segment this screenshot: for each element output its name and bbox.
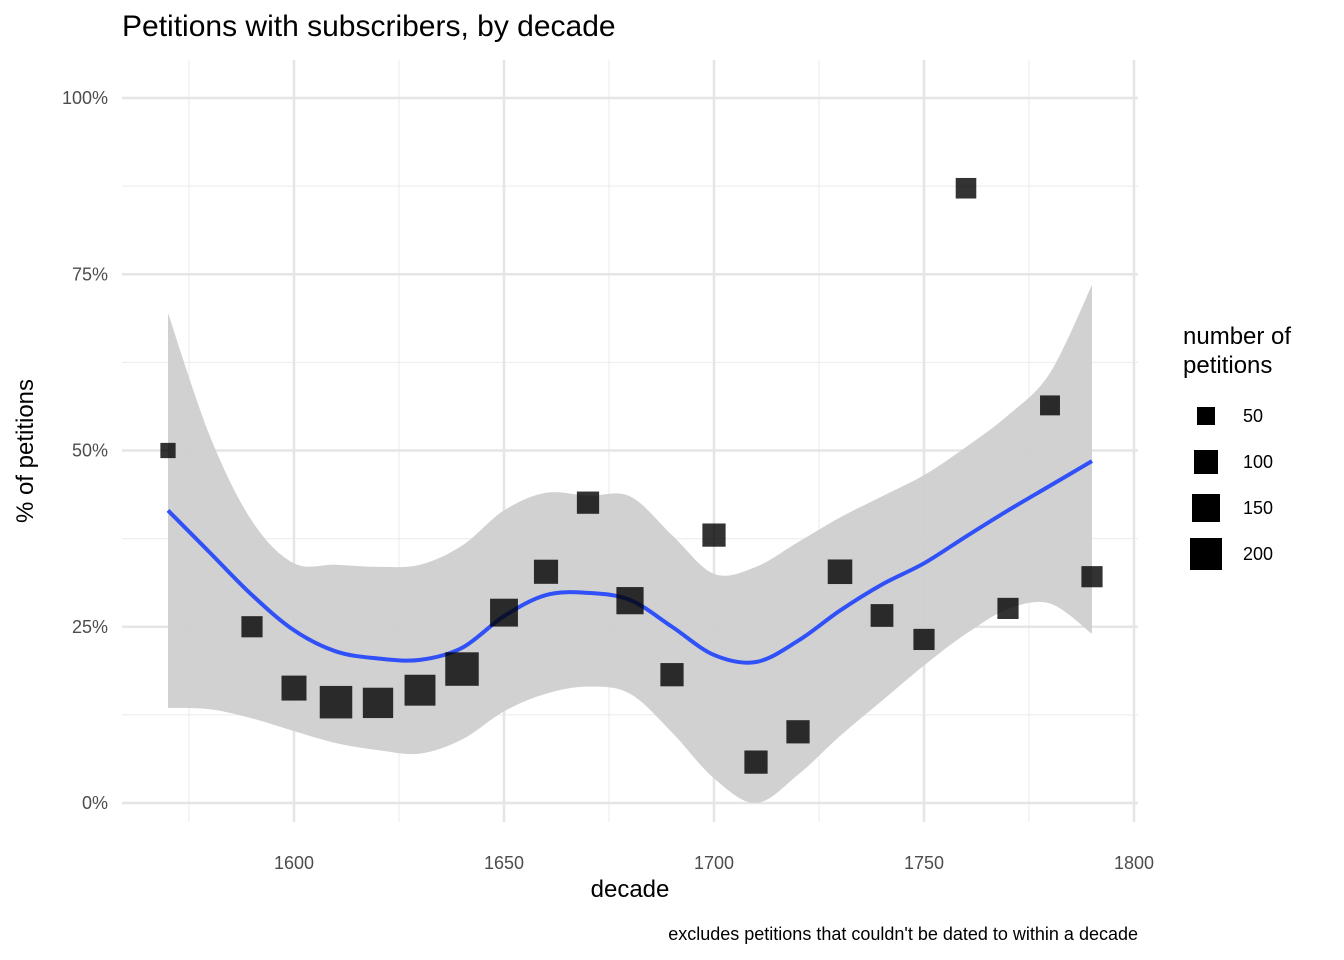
legend-item: 150	[1183, 485, 1291, 531]
data-point	[319, 685, 353, 719]
data-point	[660, 663, 684, 687]
data-point	[576, 491, 600, 514]
chart-title: Petitions with subscribers, by decade	[122, 10, 616, 43]
y-tick-label: 75%	[72, 264, 108, 284]
data-point	[241, 616, 263, 638]
legend-square-icon	[1192, 494, 1220, 522]
x-tick-label: 1800	[1114, 853, 1154, 873]
data-point	[1081, 566, 1103, 588]
legend-square-icon	[1190, 538, 1222, 570]
data-point	[744, 750, 768, 774]
legend-label: 100	[1243, 452, 1274, 472]
x-axis-ticks: 1600 1650 1700 1750 1800	[274, 853, 1154, 873]
legend-label: 50	[1243, 406, 1264, 426]
data-point	[404, 674, 436, 706]
legend-square-icon	[1197, 407, 1215, 425]
legend-items: 50 100 150 200	[1183, 393, 1291, 577]
legend-item: 100	[1183, 439, 1291, 485]
data-point	[160, 442, 176, 459]
x-tick-label: 1700	[694, 853, 734, 873]
y-tick-label: 50%	[72, 441, 108, 461]
legend-item: 200	[1183, 531, 1291, 577]
data-point	[702, 523, 726, 547]
legend-label: 200	[1243, 544, 1274, 564]
y-tick-label: 25%	[72, 617, 108, 637]
data-point	[281, 675, 307, 701]
data-point	[955, 177, 977, 199]
x-tick-label: 1750	[904, 853, 944, 873]
data-point	[616, 587, 644, 615]
data-point	[913, 628, 935, 651]
y-tick-label: 0%	[82, 793, 108, 813]
chart-caption: excludes petitions that couldn't be date…	[668, 924, 1138, 944]
data-point	[362, 687, 394, 719]
data-point	[827, 559, 853, 585]
x-axis-title: decade	[590, 876, 670, 903]
legend-label: 150	[1243, 498, 1274, 518]
data-point	[786, 720, 810, 744]
data-point	[490, 598, 518, 627]
legend-item: 50	[1183, 393, 1291, 439]
x-tick-label: 1600	[274, 853, 314, 873]
data-point	[1040, 395, 1060, 416]
y-tick-label: 100%	[62, 88, 108, 108]
data-point	[997, 597, 1019, 620]
data-point	[445, 652, 479, 686]
y-axis-ticks: 0% 25% 50% 75% 100%	[62, 88, 108, 813]
confidence-ribbon	[168, 284, 1092, 804]
data-point	[870, 604, 894, 627]
legend-title: number of petitions	[1183, 323, 1292, 379]
x-tick-label: 1650	[484, 853, 524, 873]
legend-square-icon	[1194, 450, 1218, 474]
data-points	[160, 177, 1103, 774]
size-legend: number of petitions 50 100 150 200	[1183, 322, 1291, 577]
data-point	[533, 559, 559, 584]
